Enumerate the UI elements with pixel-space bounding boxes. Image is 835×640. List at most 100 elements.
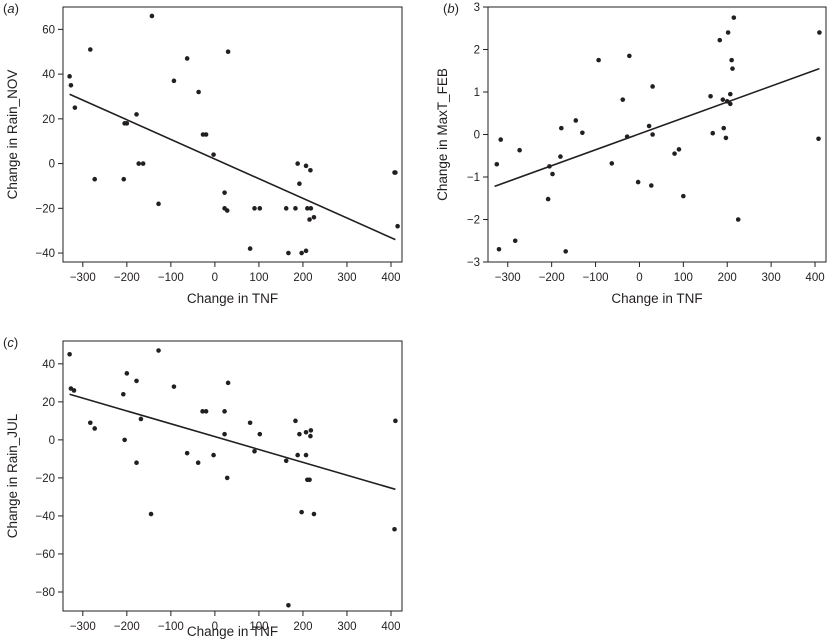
- data-point: [222, 431, 227, 437]
- panel-c: −300 −200 −100 0 100 200 300 400−80−60−40−20020…: [3, 335, 403, 639]
- data-point: [517, 147, 522, 153]
- data-point: [203, 132, 209, 137]
- data-point: [156, 201, 161, 207]
- data-point: [156, 348, 161, 353]
- panel-label: (a): [3, 1, 19, 16]
- y-tick-label: −20: [35, 203, 55, 215]
- data-point: [650, 84, 655, 89]
- y-tick-label: −60: [35, 549, 55, 561]
- data-point: [550, 171, 555, 177]
- data-point: [71, 388, 77, 393]
- x-tick-label: 200: [718, 272, 737, 284]
- data-point: [393, 418, 398, 424]
- data-point: [195, 460, 201, 465]
- x-tick-label: −100: [158, 272, 184, 284]
- data-point: [68, 82, 74, 88]
- data-point: [247, 420, 253, 426]
- y-tick-label: 1: [474, 87, 480, 99]
- data-point: [730, 66, 735, 71]
- x-tick-label: 100: [249, 272, 268, 284]
- y-tick-label: 40: [42, 359, 55, 371]
- data-point: [308, 206, 314, 211]
- data-point: [558, 154, 563, 159]
- x-tick-label: 400: [381, 272, 400, 284]
- y-tick-label: −80: [35, 587, 55, 599]
- data-point: [283, 458, 289, 464]
- data-point: [496, 246, 502, 252]
- data-point: [817, 30, 822, 35]
- data-point: [295, 452, 300, 458]
- regression-line: [69, 393, 396, 491]
- x-tick-label: −100: [158, 621, 184, 633]
- y-tick-label: 3: [474, 2, 480, 14]
- data-point: [308, 428, 314, 433]
- data-point: [731, 15, 737, 20]
- data-point: [305, 206, 310, 211]
- x-tick-label: 0: [212, 621, 218, 633]
- data-point: [308, 167, 313, 173]
- data-point: [308, 433, 313, 439]
- data-point: [87, 420, 93, 426]
- data-point: [295, 161, 300, 166]
- data-point: [252, 448, 257, 454]
- data-point: [311, 511, 317, 517]
- data-point: [222, 409, 227, 414]
- x-tick-label: −300: [70, 621, 96, 633]
- data-point: [303, 248, 309, 254]
- y-tick-label: 60: [42, 24, 55, 36]
- data-point: [646, 123, 652, 129]
- y-tick-label: −40: [35, 248, 55, 260]
- data-point: [224, 475, 230, 481]
- data-point: [140, 161, 146, 166]
- data-point: [203, 409, 209, 414]
- data-point: [735, 217, 741, 222]
- data-point: [196, 89, 201, 95]
- data-point: [547, 164, 552, 169]
- x-axis-label: Change in TNF: [187, 291, 278, 306]
- data-point: [672, 151, 677, 156]
- data-point: [395, 223, 400, 229]
- data-point: [392, 526, 397, 532]
- data-point: [200, 409, 205, 414]
- data-point: [303, 163, 309, 169]
- data-point: [224, 208, 230, 213]
- data-point: [624, 134, 630, 139]
- y-tick-label: −1: [467, 172, 480, 184]
- data-point: [580, 130, 585, 136]
- y-tick-label: −20: [35, 473, 55, 485]
- data-point: [723, 135, 729, 141]
- data-point: [171, 384, 177, 389]
- data-point: [648, 183, 654, 188]
- data-point: [297, 181, 302, 187]
- panel-label: (c): [3, 335, 18, 350]
- data-point: [816, 136, 821, 142]
- x-axis-label: Change in TNF: [611, 291, 702, 306]
- y-tick-label: 20: [42, 114, 55, 126]
- plot-frame: [62, 6, 403, 263]
- data-point: [297, 431, 302, 437]
- data-point: [721, 125, 727, 131]
- x-tick-label: 200: [293, 272, 312, 284]
- data-point: [252, 206, 257, 211]
- data-point: [393, 170, 398, 175]
- data-point: [609, 161, 615, 166]
- y-tick-label: 0: [474, 130, 480, 142]
- data-point: [67, 74, 72, 79]
- data-point: [708, 93, 713, 99]
- y-tick-label: 20: [42, 397, 55, 409]
- data-point: [299, 250, 304, 256]
- regression-line: [69, 93, 396, 241]
- x-tick-label: −200: [539, 272, 565, 284]
- data-point: [184, 56, 190, 61]
- data-point: [620, 97, 626, 102]
- data-point: [303, 429, 309, 435]
- y-axis-label: Change in Rain_NOV: [5, 70, 20, 200]
- data-point: [124, 371, 130, 376]
- data-point: [596, 57, 601, 63]
- data-point: [122, 437, 127, 443]
- plot-frame: [62, 340, 403, 612]
- x-axis-label: Change in TNF: [187, 624, 278, 639]
- data-point: [257, 431, 263, 437]
- data-point: [222, 190, 227, 195]
